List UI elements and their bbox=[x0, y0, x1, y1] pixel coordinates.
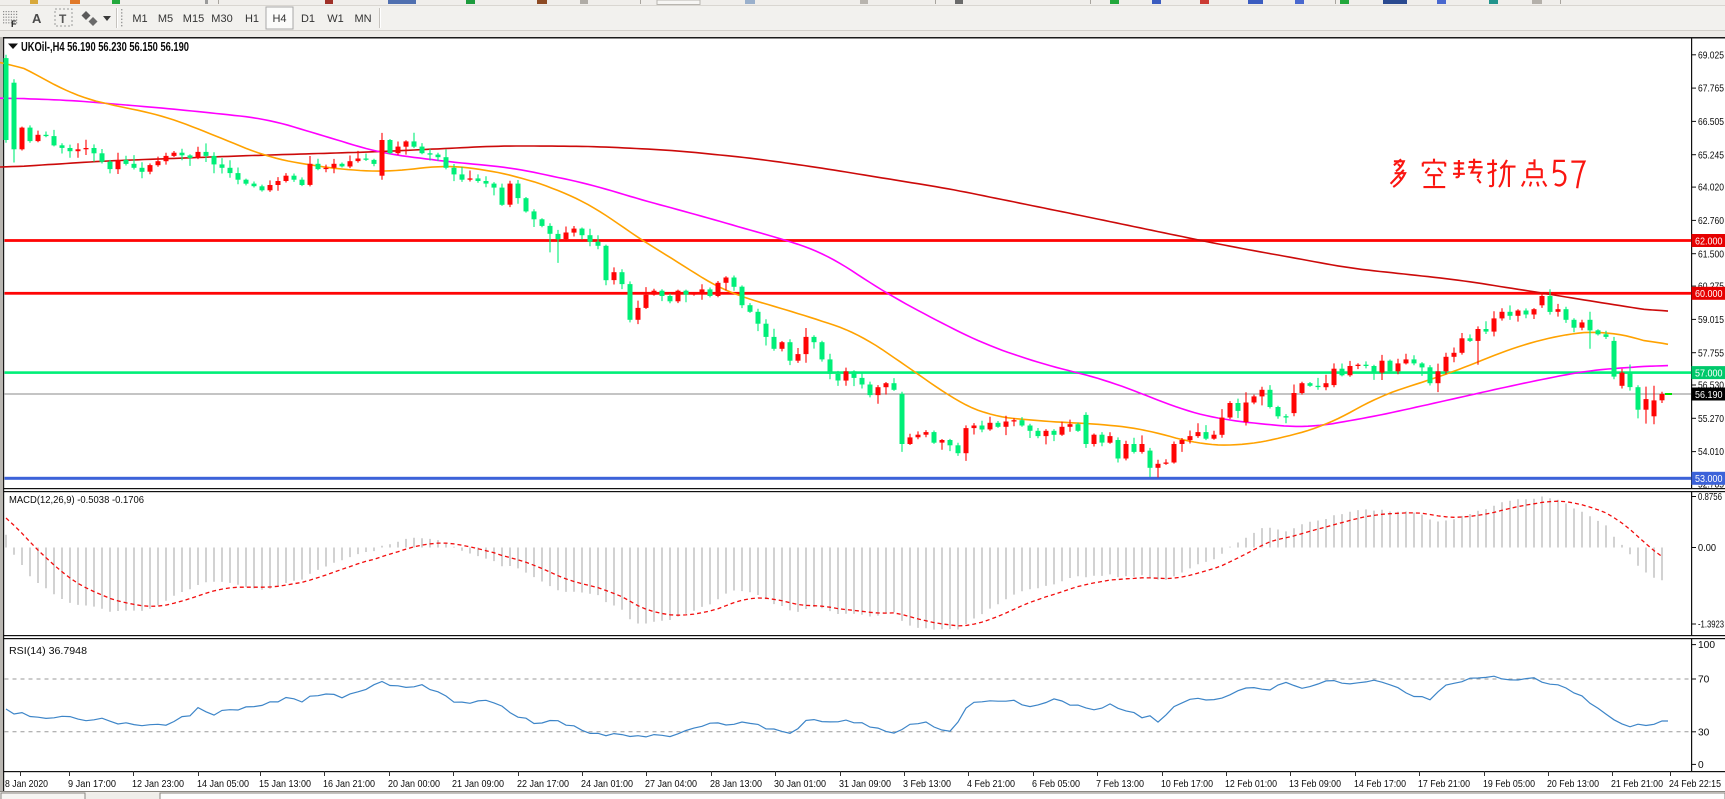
svg-text:64.020: 64.020 bbox=[1698, 183, 1724, 194]
svg-text:21 Jan 09:00: 21 Jan 09:00 bbox=[452, 778, 504, 790]
svg-text:M30: M30 bbox=[211, 13, 232, 25]
svg-text:A: A bbox=[32, 11, 42, 26]
svg-text:3 Feb 13:00: 3 Feb 13:00 bbox=[903, 778, 951, 790]
svg-text:57.755: 57.755 bbox=[1698, 348, 1724, 359]
svg-text:-1.3923: -1.3923 bbox=[1698, 620, 1724, 631]
svg-text:21 Feb 21:00: 21 Feb 21:00 bbox=[1611, 778, 1663, 790]
svg-text:UKOil-,H4 56.190 56.230 56.15: UKOil-,H4 56.190 56.230 56.150 56.190 bbox=[21, 40, 189, 54]
svg-text:54.010: 54.010 bbox=[1698, 447, 1724, 458]
svg-text:53.000: 53.000 bbox=[1695, 473, 1723, 485]
svg-text:0: 0 bbox=[1698, 760, 1704, 771]
svg-text:9 Jan 17:00: 9 Jan 17:00 bbox=[68, 778, 116, 790]
svg-text:T: T bbox=[59, 12, 67, 26]
svg-text:W1: W1 bbox=[327, 13, 344, 25]
svg-text:M1: M1 bbox=[132, 13, 147, 25]
svg-text:0.00: 0.00 bbox=[1698, 543, 1716, 554]
svg-text:24 Jan 01:00: 24 Jan 01:00 bbox=[581, 778, 633, 790]
svg-text:6 Feb 05:00: 6 Feb 05:00 bbox=[1032, 778, 1080, 790]
svg-text:7 Feb 13:00: 7 Feb 13:00 bbox=[1096, 778, 1144, 790]
svg-text:16 Jan 21:00: 16 Jan 21:00 bbox=[323, 778, 375, 790]
svg-text:61.500: 61.500 bbox=[1698, 249, 1724, 260]
svg-text:MN: MN bbox=[354, 13, 371, 25]
svg-text:24 Feb 22:15: 24 Feb 22:15 bbox=[1669, 778, 1721, 790]
svg-text:55.270: 55.270 bbox=[1698, 414, 1724, 425]
svg-text:56.530: 56.530 bbox=[1698, 381, 1724, 392]
svg-text:M15: M15 bbox=[183, 13, 204, 25]
svg-text:67.765: 67.765 bbox=[1698, 84, 1724, 95]
svg-text:19 Feb 05:00: 19 Feb 05:00 bbox=[1483, 778, 1535, 790]
svg-text:27 Jan 04:00: 27 Jan 04:00 bbox=[645, 778, 697, 790]
svg-text:H1: H1 bbox=[245, 13, 259, 25]
svg-text:D1: D1 bbox=[301, 13, 315, 25]
svg-text:14 Jan 05:00: 14 Jan 05:00 bbox=[197, 778, 249, 790]
svg-text:62.000: 62.000 bbox=[1695, 235, 1723, 247]
svg-text:8 Jan 2020: 8 Jan 2020 bbox=[5, 778, 48, 790]
svg-text:59.015: 59.015 bbox=[1698, 315, 1724, 326]
svg-text:62.760: 62.760 bbox=[1698, 216, 1724, 227]
svg-text:69.025: 69.025 bbox=[1698, 50, 1724, 61]
svg-text:57.000: 57.000 bbox=[1695, 367, 1723, 379]
svg-text:14 Feb 17:00: 14 Feb 17:00 bbox=[1354, 778, 1406, 790]
svg-text:17 Feb 21:00: 17 Feb 21:00 bbox=[1418, 778, 1470, 790]
svg-text:60.000: 60.000 bbox=[1695, 288, 1723, 300]
svg-text:M5: M5 bbox=[158, 13, 173, 25]
svg-text:12 Jan 23:00: 12 Jan 23:00 bbox=[132, 778, 184, 790]
svg-text:15 Jan 13:00: 15 Jan 13:00 bbox=[259, 778, 311, 790]
svg-text:100: 100 bbox=[1698, 640, 1715, 651]
svg-text:65.245: 65.245 bbox=[1698, 150, 1724, 161]
svg-text:31 Jan 09:00: 31 Jan 09:00 bbox=[839, 778, 891, 790]
svg-text:30 Jan 01:00: 30 Jan 01:00 bbox=[774, 778, 826, 790]
svg-text:20 Feb 13:00: 20 Feb 13:00 bbox=[1547, 778, 1599, 790]
svg-text:56.190: 56.190 bbox=[1695, 389, 1723, 401]
svg-text:12 Feb 01:00: 12 Feb 01:00 bbox=[1225, 778, 1277, 790]
svg-text:52.785: 52.785 bbox=[1698, 480, 1724, 491]
svg-text:70: 70 bbox=[1698, 675, 1710, 686]
svg-text:F: F bbox=[11, 19, 17, 29]
svg-text:28 Jan 13:00: 28 Jan 13:00 bbox=[710, 778, 762, 790]
svg-text:22 Jan 17:00: 22 Jan 17:00 bbox=[517, 778, 569, 790]
svg-text:20 Jan 00:00: 20 Jan 00:00 bbox=[388, 778, 440, 790]
svg-text:13 Feb 09:00: 13 Feb 09:00 bbox=[1289, 778, 1341, 790]
svg-text:RSI(14) 36.7948: RSI(14) 36.7948 bbox=[9, 645, 87, 657]
svg-text:4 Feb 21:00: 4 Feb 21:00 bbox=[967, 778, 1015, 790]
svg-text:30: 30 bbox=[1698, 727, 1710, 738]
svg-text:10 Feb 17:00: 10 Feb 17:00 bbox=[1161, 778, 1213, 790]
svg-text:0.8756: 0.8756 bbox=[1698, 492, 1722, 503]
svg-text:H4: H4 bbox=[272, 13, 286, 25]
svg-text:66.505: 66.505 bbox=[1698, 117, 1724, 128]
svg-text:MACD(12,26,9) -0.5038 -0.1706: MACD(12,26,9) -0.5038 -0.1706 bbox=[9, 494, 144, 506]
